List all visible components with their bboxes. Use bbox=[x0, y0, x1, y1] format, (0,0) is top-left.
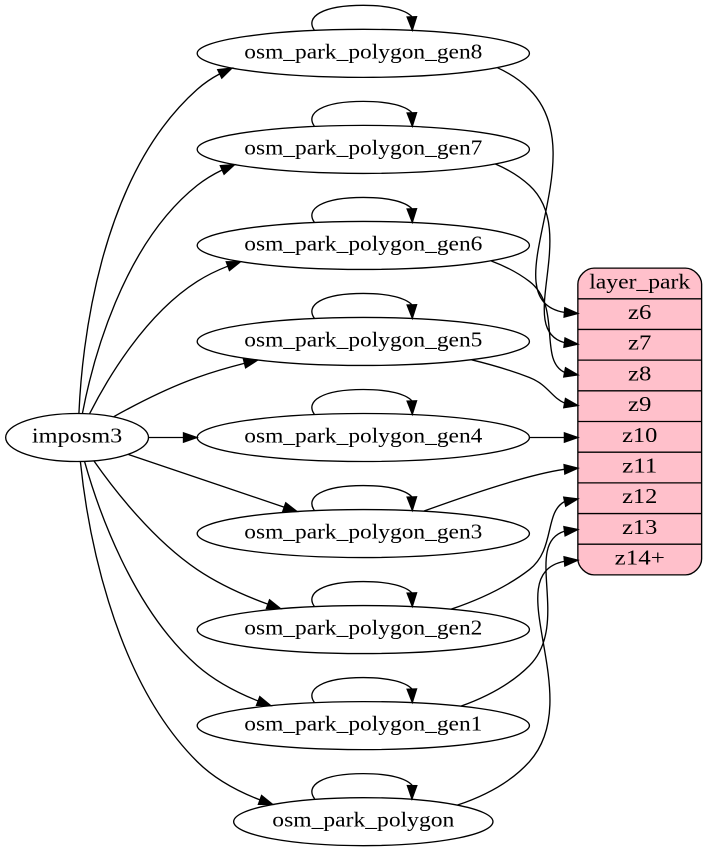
svg-text:osm_park_polygon_gen4: osm_park_polygon_gen4 bbox=[244, 424, 482, 448]
svg-text:osm_park_polygon: osm_park_polygon bbox=[272, 808, 454, 832]
svg-text:z6: z6 bbox=[628, 300, 652, 324]
svg-text:osm_park_polygon_gen8: osm_park_polygon_gen8 bbox=[244, 39, 482, 63]
svg-text:z7: z7 bbox=[628, 331, 652, 355]
svg-text:osm_park_polygon_gen7: osm_park_polygon_gen7 bbox=[244, 135, 482, 159]
svg-text:osm_park_polygon_gen5: osm_park_polygon_gen5 bbox=[244, 327, 482, 351]
svg-text:z8: z8 bbox=[628, 361, 651, 385]
svg-text:z13: z13 bbox=[622, 515, 657, 539]
svg-text:z9: z9 bbox=[628, 392, 651, 416]
svg-text:osm_park_polygon_gen3: osm_park_polygon_gen3 bbox=[244, 520, 482, 544]
svg-text:imposm3: imposm3 bbox=[32, 424, 122, 448]
svg-text:osm_park_polygon_gen1: osm_park_polygon_gen1 bbox=[244, 712, 482, 736]
svg-text:layer_park: layer_park bbox=[589, 269, 690, 293]
svg-text:z12: z12 bbox=[622, 484, 657, 508]
svg-text:z10: z10 bbox=[622, 423, 657, 447]
svg-text:osm_park_polygon_gen6: osm_park_polygon_gen6 bbox=[244, 231, 482, 255]
svg-text:osm_park_polygon_gen2: osm_park_polygon_gen2 bbox=[244, 616, 482, 640]
svg-text:z14+: z14+ bbox=[615, 546, 665, 570]
svg-text:z11: z11 bbox=[622, 454, 657, 478]
